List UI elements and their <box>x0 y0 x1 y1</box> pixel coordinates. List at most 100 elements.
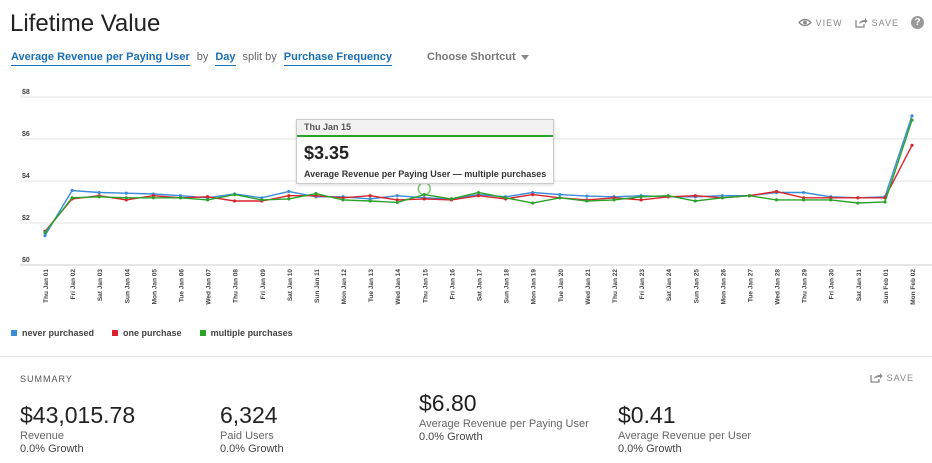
metric-label: Average Revenue per User <box>618 430 752 442</box>
x-tick-label: Mon Jan 26 <box>720 269 727 305</box>
tooltip-date: Thu Jan 15 <box>297 120 553 137</box>
x-tick-label: Sun Jan 25 <box>693 269 700 304</box>
metric-value: 6,324 <box>220 402 278 428</box>
legend-swatch <box>11 330 17 336</box>
data-point <box>449 197 454 201</box>
x-tick-label: Thu Jan 22 <box>612 269 619 303</box>
legend-item-multiple[interactable]: multiple purchases <box>199 328 293 338</box>
split-text: split by <box>242 51 277 63</box>
data-point <box>558 196 562 200</box>
x-tick-label: Sat Jan 03 <box>97 269 104 302</box>
data-point <box>910 114 914 118</box>
data-point <box>70 188 74 193</box>
metric-growth: 0.0% Growth <box>419 431 483 443</box>
x-tick-label: Tue Jan 13 <box>368 269 375 303</box>
legend-label: never purchased <box>22 328 95 338</box>
page-title: Lifetime Value <box>10 10 161 37</box>
data-point <box>287 194 291 198</box>
header-actions: VIEW SAVE ? <box>797 16 924 29</box>
chart-tooltip: Thu Jan 15 $3.35 Average Revenue per Pay… <box>296 119 554 184</box>
metric-arppu: $6.80 Average Revenue per Paying User 0.… <box>419 390 589 444</box>
summary-save-label: SAVE <box>886 372 914 383</box>
x-tick-label: Fri Jan 30 <box>829 269 836 300</box>
share-icon <box>870 373 883 383</box>
data-point <box>260 198 264 202</box>
data-point <box>585 194 589 198</box>
data-point <box>639 198 643 202</box>
eye-icon <box>797 18 812 27</box>
metric-growth: 0.0% Growth <box>220 443 284 455</box>
data-point <box>43 230 47 235</box>
x-tick-label: Sat Jan 31 <box>856 269 863 302</box>
legend-item-one[interactable]: one purchase <box>112 328 182 338</box>
x-tick-label: Sat Jan 17 <box>477 269 484 302</box>
data-point <box>585 199 589 203</box>
chart-legend: never purchased one purchase multiple pu… <box>11 328 293 338</box>
metric-revenue: $43,015.78 Revenue 0.0% Growth <box>20 402 135 456</box>
data-point <box>802 190 806 195</box>
metric-growth: 0.0% Growth <box>618 443 682 455</box>
data-point <box>666 194 670 198</box>
view-button[interactable]: VIEW <box>797 17 843 28</box>
legend-item-never[interactable]: never purchased <box>11 328 94 338</box>
y-tick-label: $8 <box>22 89 30 96</box>
x-tick-label: Mon Jan 19 <box>531 269 538 305</box>
data-point <box>233 199 237 203</box>
help-icon[interactable]: ? <box>911 16 924 29</box>
y-tick-label: $4 <box>22 173 30 180</box>
data-point <box>124 196 128 200</box>
x-tick-label: Mon Jan 05 <box>151 269 158 305</box>
summary-heading: SUMMARY <box>20 374 73 384</box>
summary-save-button[interactable]: SAVE <box>870 372 914 383</box>
data-point <box>774 189 779 194</box>
data-point <box>856 201 860 205</box>
y-tick-label: $6 <box>22 131 30 138</box>
data-point <box>612 198 616 202</box>
data-point <box>531 201 535 205</box>
metric-growth: 0.0% Growth <box>20 443 84 455</box>
legend-swatch <box>199 330 206 336</box>
x-tick-label: Tue Jan 06 <box>178 269 185 303</box>
view-label: VIEW <box>815 17 843 28</box>
split-selector[interactable]: Purchase Frequency <box>283 51 393 66</box>
save-button[interactable]: SAVE <box>855 17 899 28</box>
data-point <box>693 199 697 203</box>
data-point <box>124 191 128 195</box>
x-tick-label: Mon Feb 02 <box>910 269 917 305</box>
metric-label: Revenue <box>20 430 65 442</box>
data-point <box>97 195 101 199</box>
data-point <box>97 190 101 195</box>
chevron-down-icon <box>520 54 529 60</box>
x-tick-label: Sun Jan 04 <box>124 269 131 304</box>
data-point <box>774 198 779 202</box>
shortcut-label: Choose Shortcut <box>427 51 516 63</box>
shortcut-dropdown[interactable]: Choose Shortcut <box>427 51 529 63</box>
data-point <box>910 143 914 147</box>
data-point <box>151 196 155 200</box>
data-point <box>205 198 210 202</box>
data-point <box>368 194 372 198</box>
metric-selector[interactable]: Average Revenue per Paying User <box>11 51 190 66</box>
metric-label: Paid Users <box>220 430 274 442</box>
data-point <box>531 193 535 197</box>
x-tick-label: Wed Jan 14 <box>395 269 402 305</box>
data-point <box>856 196 860 200</box>
query-bar: Average Revenue per Paying User by Day s… <box>11 51 529 66</box>
data-point <box>287 189 291 194</box>
data-point <box>558 193 562 197</box>
x-tick-label: Thu Jan 01 <box>43 269 50 303</box>
data-point <box>829 198 833 202</box>
data-point <box>205 195 210 199</box>
interval-selector[interactable]: Day <box>215 51 236 66</box>
x-tick-label: Thu Jan 08 <box>233 269 240 303</box>
x-tick-label: Sun Jan 11 <box>314 269 321 303</box>
x-tick-label: Mon Jan 12 <box>341 269 348 305</box>
y-tick-label: $0 <box>22 257 30 264</box>
x-tick-label: Fri Jan 23 <box>639 269 646 300</box>
x-tick-label: Fri Jan 16 <box>449 269 456 300</box>
legend-swatch <box>112 330 119 336</box>
x-tick-label: Wed Jan 21 <box>585 269 592 305</box>
y-tick-label: $2 <box>22 215 30 222</box>
data-point <box>395 200 399 205</box>
x-tick-label: Tue Jan 20 <box>558 269 565 303</box>
